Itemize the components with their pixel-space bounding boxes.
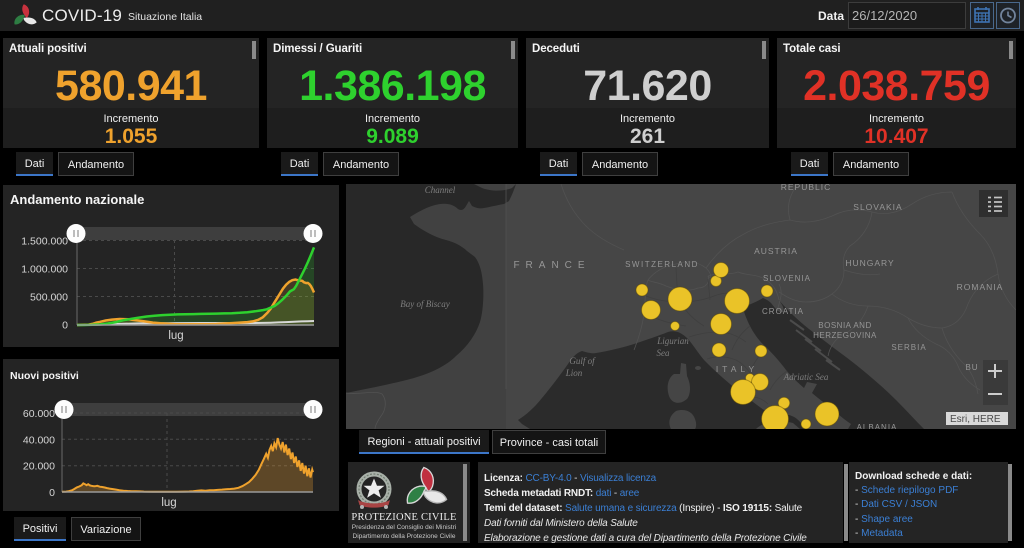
svg-text:1.500.000: 1.500.000 — [21, 236, 68, 248]
svg-text:40.000: 40.000 — [23, 434, 55, 446]
svg-text:Adriatic Sea: Adriatic Sea — [783, 372, 829, 382]
svg-text:SLOVAKIA: SLOVAKIA — [853, 202, 902, 212]
svg-text:PROTEZIONE CIVILE: PROTEZIONE CIVILE — [351, 512, 456, 523]
svg-text:1.000.000: 1.000.000 — [21, 264, 68, 276]
svg-text:500.000: 500.000 — [30, 292, 68, 304]
svg-text:60.000: 60.000 — [23, 408, 55, 420]
svg-text:REPUBLIC: REPUBLIC — [781, 184, 832, 192]
svg-text:Channel: Channel — [425, 185, 456, 195]
svg-text:SWITZERLAND: SWITZERLAND — [625, 260, 699, 269]
svg-text:Ligurian: Ligurian — [656, 336, 689, 346]
svg-text:BU: BU — [965, 363, 978, 372]
svg-text:Presidenza del Consiglio dei M: Presidenza del Consiglio dei Ministri — [352, 524, 456, 531]
svg-text:AUSTRIA: AUSTRIA — [754, 246, 798, 256]
svg-text:Gulf of: Gulf of — [569, 356, 596, 366]
svg-text:lug: lug — [168, 330, 183, 342]
svg-text:Dipartimento della Protezione: Dipartimento della Protezione Civile — [353, 533, 456, 540]
svg-text:0: 0 — [62, 320, 68, 332]
svg-text:0: 0 — [49, 487, 55, 499]
svg-text:BOSNIA AND: BOSNIA AND — [818, 321, 871, 330]
svg-text:ROMANIA: ROMANIA — [957, 282, 1004, 292]
svg-text:20.000: 20.000 — [23, 461, 55, 473]
svg-text:SLOVENIA: SLOVENIA — [763, 274, 811, 283]
svg-text:ALBANIA: ALBANIA — [857, 423, 898, 429]
svg-text:ITALY: ITALY — [716, 364, 758, 374]
svg-text:FRANCE: FRANCE — [513, 260, 590, 271]
svg-text:CROATIA: CROATIA — [762, 307, 804, 316]
svg-text:Esri, HERE: Esri, HERE — [950, 414, 1001, 425]
svg-text:HERZEGOVINA: HERZEGOVINA — [813, 331, 877, 340]
svg-text:Bay of Biscay: Bay of Biscay — [400, 299, 449, 309]
svg-text:Sea: Sea — [657, 348, 670, 358]
svg-text:Lion: Lion — [565, 368, 583, 378]
svg-text:SERBIA: SERBIA — [891, 343, 926, 352]
svg-text:HUNGARY: HUNGARY — [845, 258, 894, 268]
svg-text:lug: lug — [161, 497, 176, 509]
